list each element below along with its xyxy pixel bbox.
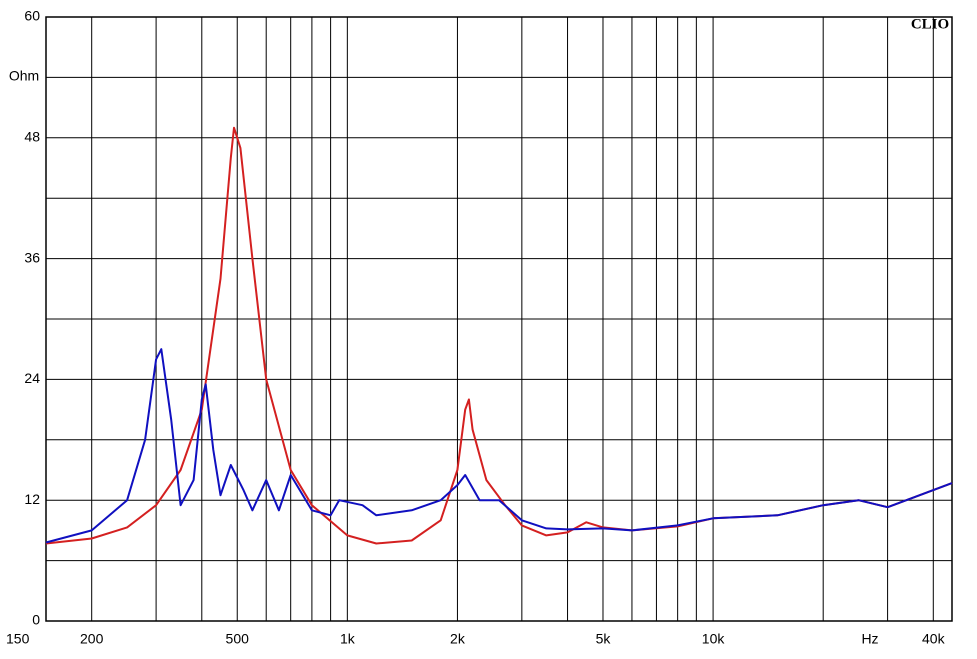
x-tick-label: 1k <box>340 631 356 647</box>
x-tick-label: 500 <box>226 631 250 647</box>
y-tick-label: 48 <box>24 129 40 145</box>
x-axis-label: Hz <box>861 631 878 647</box>
y-tick-label: 60 <box>24 8 40 24</box>
x-tick-label: 200 <box>80 631 104 647</box>
y-tick-label: 24 <box>24 370 40 386</box>
y-tick-label: 36 <box>24 249 40 265</box>
y-axis-label: Ohm <box>9 68 39 84</box>
watermark: CLIO <box>911 16 949 32</box>
y-tick-label: 12 <box>24 491 40 507</box>
x-tick-label: 150 <box>6 631 30 647</box>
x-tick-label: 40k <box>922 631 946 647</box>
x-tick-label: 10k <box>702 631 726 647</box>
impedance-line <box>45 348 953 544</box>
y-tick-label: 0 <box>32 612 40 628</box>
x-tick-label: 5k <box>596 631 612 647</box>
x-tick-label: 2k <box>450 631 466 647</box>
plot-border <box>45 16 953 622</box>
